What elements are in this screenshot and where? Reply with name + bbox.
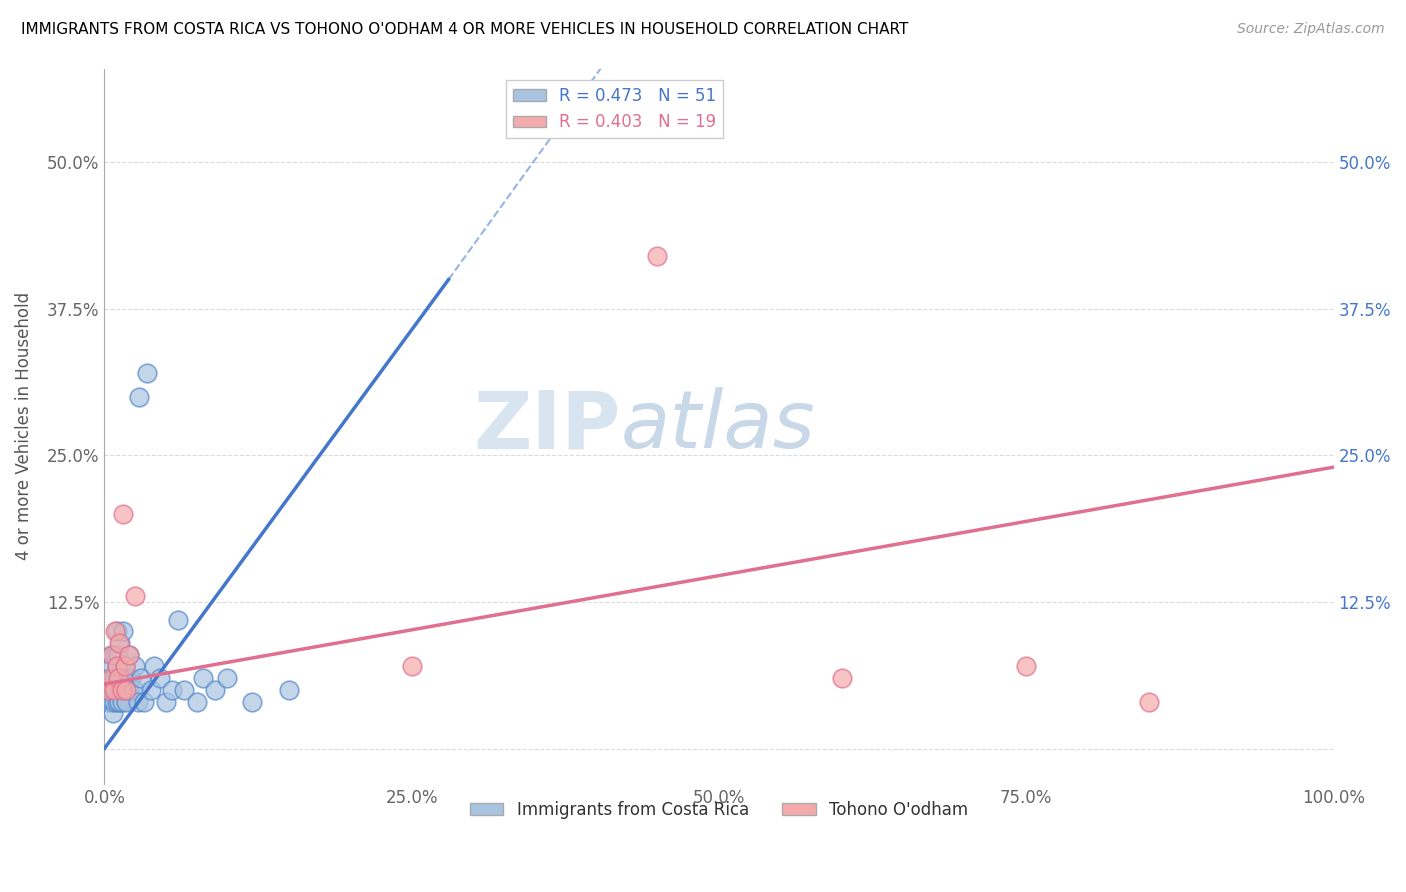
Point xyxy=(132,695,155,709)
Point xyxy=(139,682,162,697)
Point xyxy=(118,682,141,697)
Point xyxy=(101,706,124,721)
Point xyxy=(240,695,263,709)
Point xyxy=(105,659,128,673)
Point xyxy=(831,671,853,685)
Y-axis label: 4 or more Vehicles in Household: 4 or more Vehicles in Household xyxy=(15,292,32,560)
Point xyxy=(107,671,129,685)
Point xyxy=(100,648,122,662)
Point xyxy=(105,659,128,673)
Point xyxy=(114,659,136,673)
Point xyxy=(186,695,208,709)
Point xyxy=(112,682,135,697)
Point xyxy=(1015,659,1038,673)
Point xyxy=(103,682,125,697)
Point xyxy=(204,682,226,697)
Point xyxy=(111,507,134,521)
Point xyxy=(97,695,120,709)
Point xyxy=(136,367,159,381)
Point xyxy=(110,682,132,697)
Point xyxy=(107,648,129,662)
Point xyxy=(167,613,190,627)
Point xyxy=(100,682,122,697)
Point xyxy=(155,695,177,709)
Point xyxy=(100,671,122,685)
Point xyxy=(124,659,146,673)
Point xyxy=(100,648,122,662)
Point xyxy=(108,636,131,650)
Point xyxy=(149,671,172,685)
Point xyxy=(104,648,127,662)
Point xyxy=(173,682,195,697)
Point xyxy=(111,671,134,685)
Point xyxy=(100,659,122,673)
Point xyxy=(647,249,669,263)
Point xyxy=(104,682,127,697)
Point xyxy=(129,671,152,685)
Point xyxy=(401,659,423,673)
Point xyxy=(97,682,120,697)
Point xyxy=(98,671,121,685)
Point xyxy=(128,390,150,404)
Point xyxy=(118,648,141,662)
Point xyxy=(110,695,132,709)
Text: atlas: atlas xyxy=(620,387,815,465)
Point xyxy=(110,636,132,650)
Point xyxy=(100,695,122,709)
Point xyxy=(142,659,165,673)
Point xyxy=(217,671,239,685)
Point xyxy=(124,589,146,603)
Point xyxy=(104,624,127,639)
Point xyxy=(111,624,134,639)
Text: ZIP: ZIP xyxy=(474,387,620,465)
Point xyxy=(118,648,141,662)
Point xyxy=(103,695,125,709)
Point xyxy=(105,624,128,639)
Text: Source: ZipAtlas.com: Source: ZipAtlas.com xyxy=(1237,22,1385,37)
Point xyxy=(108,671,131,685)
Point xyxy=(108,695,131,709)
Point xyxy=(110,682,132,697)
Point xyxy=(277,682,299,697)
Point xyxy=(160,682,183,697)
Legend: Immigrants from Costa Rica, Tohono O'odham: Immigrants from Costa Rica, Tohono O'odh… xyxy=(463,794,974,825)
Point xyxy=(127,695,149,709)
Point xyxy=(191,671,214,685)
Point xyxy=(114,659,136,673)
Point xyxy=(115,682,138,697)
Point xyxy=(1137,695,1160,709)
Point xyxy=(103,671,125,685)
Text: IMMIGRANTS FROM COSTA RICA VS TOHONO O'ODHAM 4 OR MORE VEHICLES IN HOUSEHOLD COR: IMMIGRANTS FROM COSTA RICA VS TOHONO O'O… xyxy=(21,22,908,37)
Point xyxy=(115,695,138,709)
Point xyxy=(117,671,139,685)
Point xyxy=(122,682,145,697)
Point xyxy=(105,695,128,709)
Point xyxy=(120,671,142,685)
Point xyxy=(107,682,129,697)
Point xyxy=(101,682,124,697)
